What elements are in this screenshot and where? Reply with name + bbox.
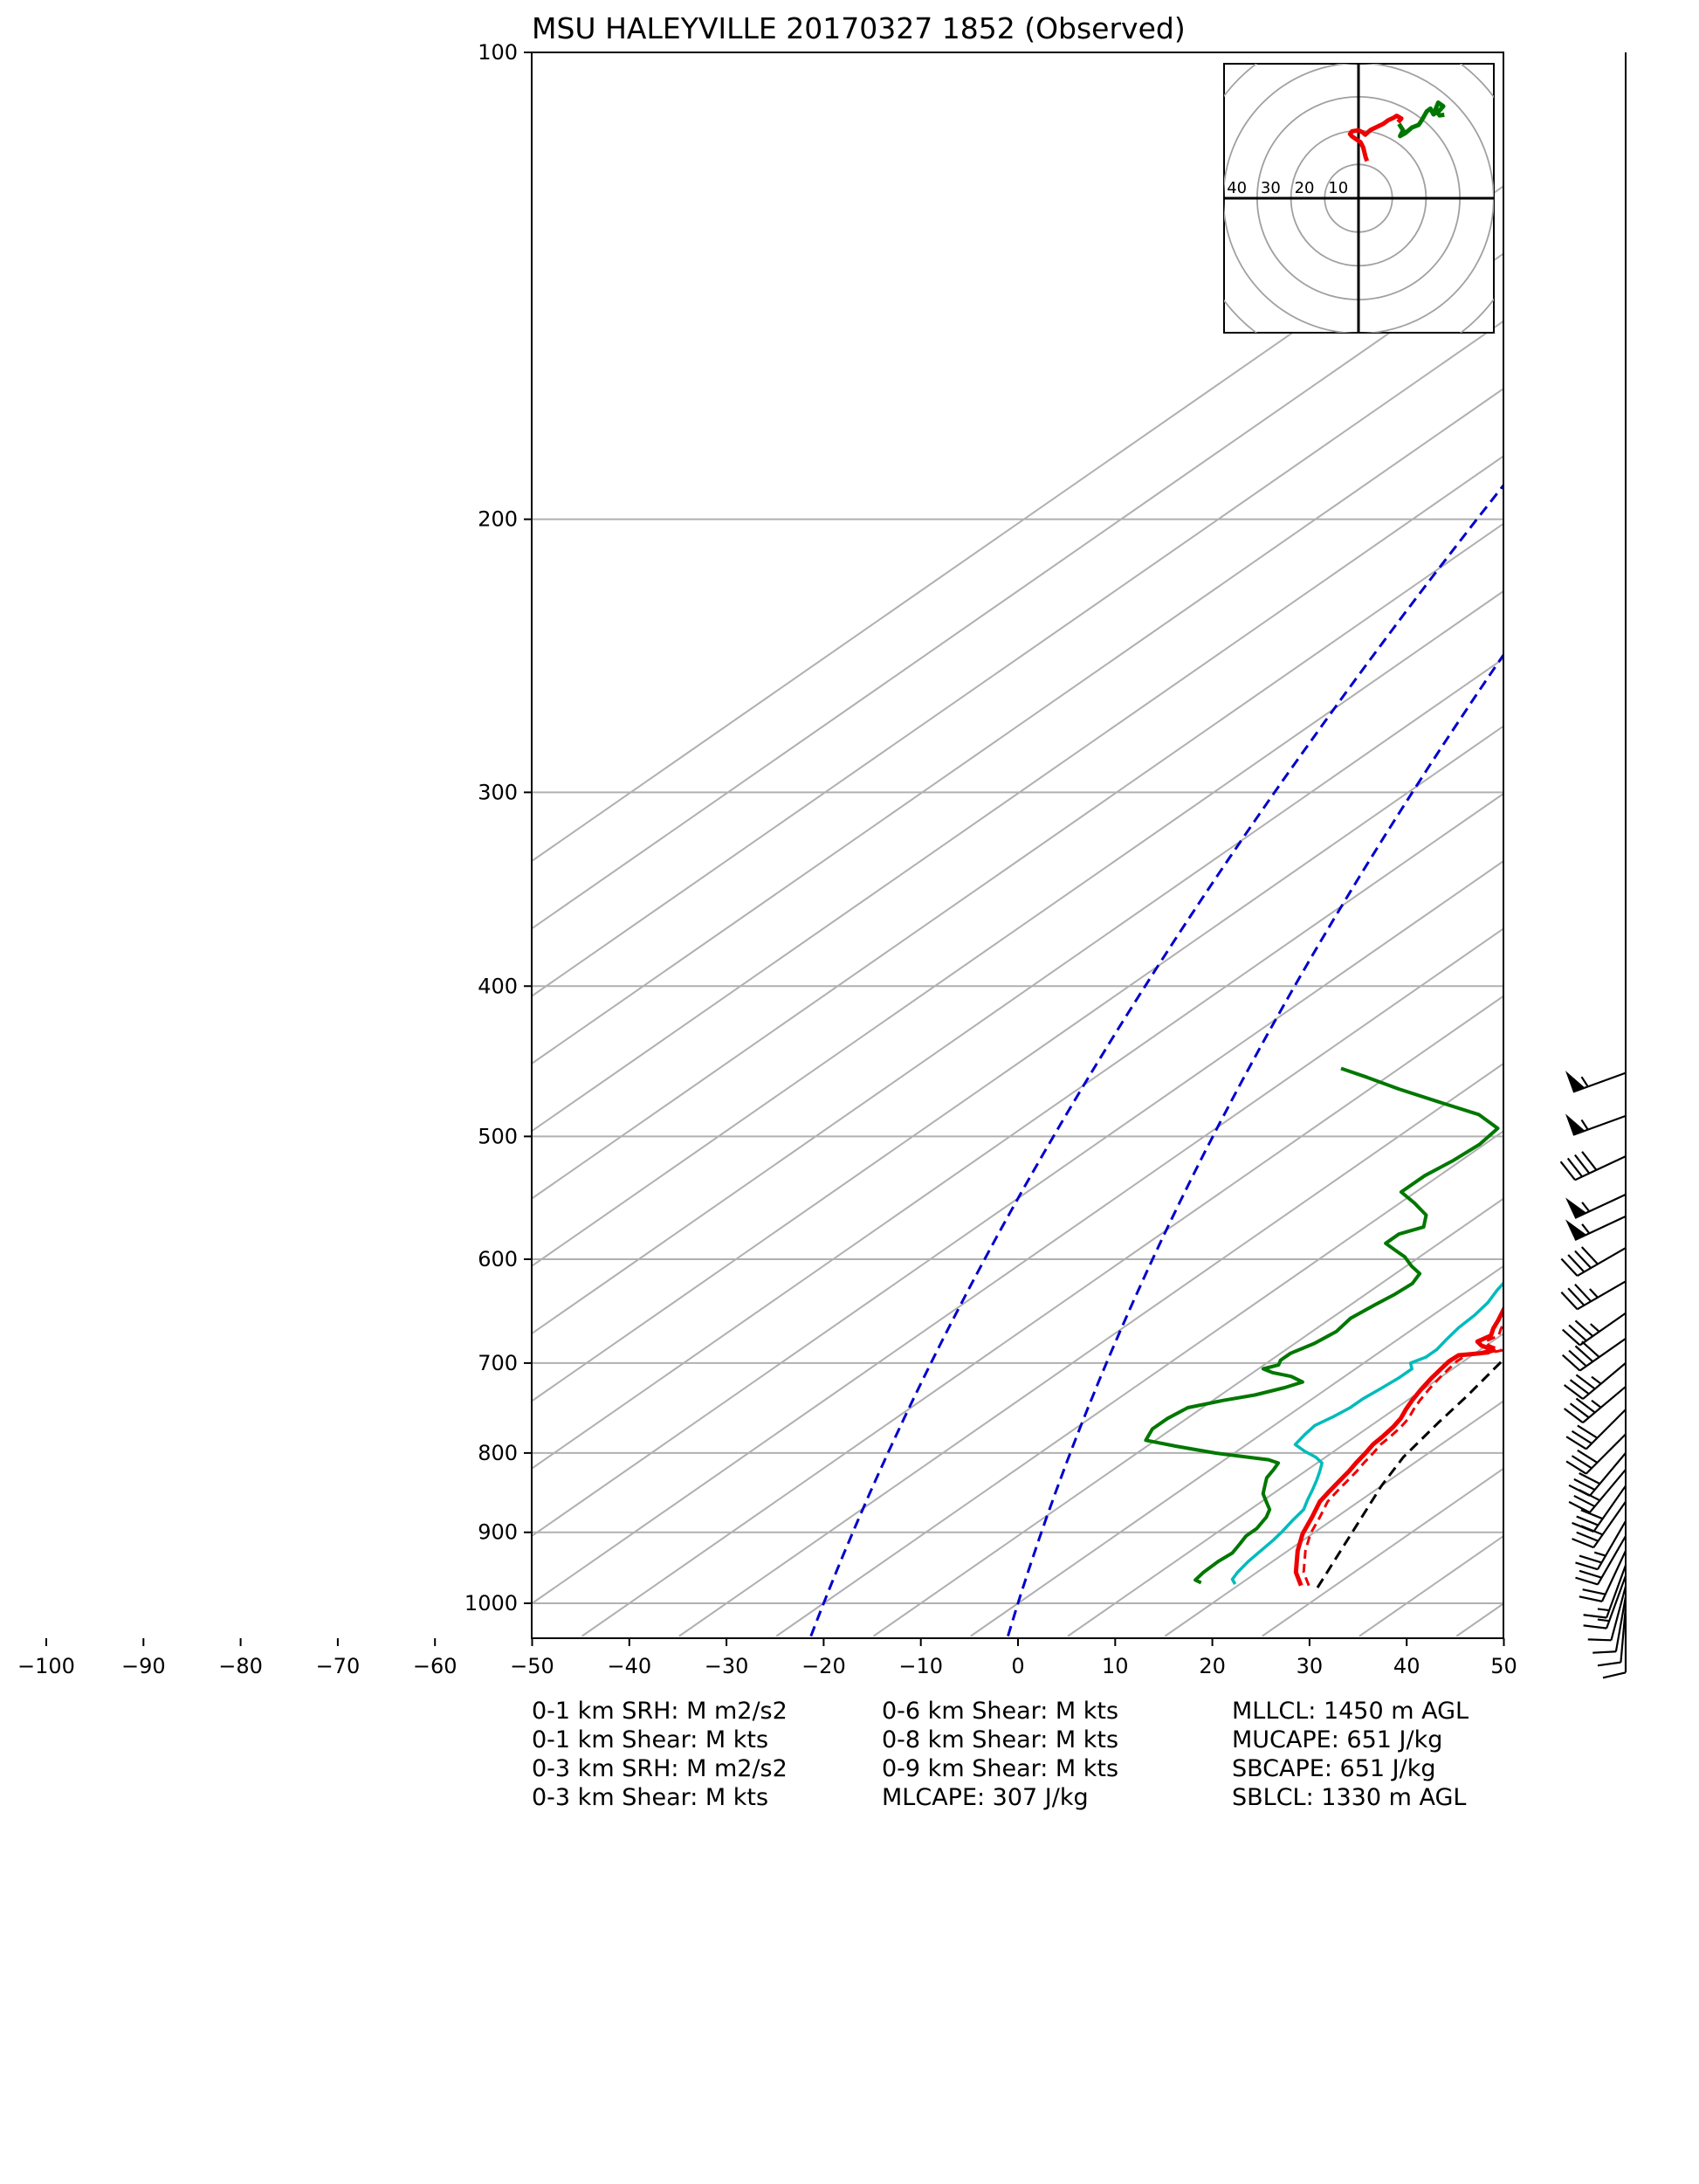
wind-barb: [1564, 1386, 1627, 1423]
isotherm-gridline: [532, 455, 1503, 1133]
x-tick-label: 40: [1393, 1654, 1420, 1678]
hodograph-ring-label: 20: [1295, 179, 1315, 197]
isotherm-gridline: [678, 1062, 1503, 1637]
y-tick-label: 900: [478, 1520, 518, 1545]
isotherm-gridline: [1067, 1332, 1503, 1637]
stat-srh-3km: 0-3 km SRH: M m2/s2: [532, 1755, 788, 1782]
isotherm-gridline: [532, 658, 1503, 1335]
wind-barb: [1602, 1616, 1627, 1679]
x-tick-label: −90: [121, 1654, 166, 1678]
wetbulb-profile-line: [1230, 1280, 1503, 1585]
y-tick-label: 500: [478, 1124, 518, 1148]
isotherm-gridline: [532, 792, 1503, 1470]
parcel-profile-line: [1316, 1357, 1503, 1588]
hodograph-ring-label: 50: [1193, 179, 1214, 197]
x-tick-label: 10: [1102, 1654, 1129, 1678]
y-tick-label: 700: [478, 1351, 518, 1375]
isotherm-gridline: [872, 1197, 1503, 1637]
wind-barb: [1565, 1409, 1627, 1450]
x-tick-label: −80: [218, 1654, 263, 1678]
x-tick-label: −40: [607, 1654, 651, 1678]
x-tick-label: −70: [316, 1654, 361, 1678]
wind-barb: [1560, 1280, 1627, 1311]
y-tick-label: 100: [478, 40, 518, 65]
wind-barb: [1579, 1550, 1627, 1602]
chart-title: MSU HALEYVILLE 20170327 1852 (Observed): [532, 11, 1186, 45]
isotherm-gridline: [532, 927, 1503, 1605]
y-tick-label: 300: [478, 780, 518, 804]
isotherm-gridline: [532, 387, 1503, 1065]
hodograph-ring-label: 10: [1328, 179, 1348, 197]
isotherm-gridline: [532, 320, 1503, 997]
hodograph-lower-trace: [1347, 114, 1404, 162]
stat-sblcl: SBLCL: 1330 m AGL: [1232, 1784, 1466, 1811]
wind-barb: [1564, 1362, 1627, 1400]
x-tick-label: 50: [1490, 1654, 1517, 1678]
wind-barb: [1562, 1312, 1627, 1347]
stat-shear-3km: 0-3 km Shear: M kts: [532, 1784, 768, 1811]
virtual-temperature-line: [1302, 1321, 1503, 1587]
hodograph-upper-trace: [1397, 100, 1446, 139]
stats-block: 0-1 km SRH: M m2/s2 0-1 km Shear: M kts …: [532, 1698, 1469, 1811]
isotherm-gridline: [532, 522, 1503, 1200]
hodograph-ring-label: 40: [1227, 179, 1247, 197]
stat-mllcl: MLLCL: 1450 m AGL: [1232, 1698, 1469, 1725]
wind-barb: [1597, 1606, 1627, 1667]
hodograph: 50 40 30 20 10: [1193, 64, 1494, 333]
dewpoint-profile-line: [1144, 1066, 1500, 1585]
dry-adiabat-line: [1007, 652, 1503, 1637]
isotherm-gridline: [532, 725, 1503, 1402]
x-tick-label: 0: [1011, 1654, 1024, 1678]
wind-barb: [1565, 1193, 1627, 1219]
isotherm-gridline: [532, 859, 1503, 1538]
isotherm-gridline: [970, 1264, 1503, 1637]
temperature-profile-line: [1293, 1305, 1503, 1587]
stat-shear-8km: 0-8 km Shear: M kts: [882, 1726, 1118, 1753]
stat-mucape: MUCAPE: 651 J/kg: [1232, 1726, 1442, 1753]
y-tick-label: 200: [478, 507, 518, 532]
isotherm-gridline: [532, 589, 1503, 1268]
wind-barb: [1568, 1469, 1627, 1513]
stat-mlcape: MLCAPE: 307 J/kg: [882, 1784, 1089, 1811]
wind-barb: [1583, 1575, 1627, 1629]
stat-shear-1km: 0-1 km Shear: M kts: [532, 1726, 768, 1753]
isotherm-gridline: [775, 1130, 1503, 1637]
x-tick-label: −30: [705, 1654, 749, 1678]
isotherm-gridline: [581, 995, 1503, 1637]
wind-barb: [1572, 1485, 1627, 1533]
y-tick-label: 600: [478, 1247, 518, 1271]
stat-srh-1km: 0-1 km SRH: M m2/s2: [532, 1698, 788, 1725]
wind-barb: [1565, 1433, 1627, 1475]
x-tick-label: 20: [1199, 1654, 1226, 1678]
wind-barb: [1562, 1337, 1627, 1372]
wind-barb: [1565, 1113, 1627, 1136]
wind-barb: [1565, 1071, 1627, 1093]
y-tick-label: 800: [478, 1441, 518, 1465]
wind-barb: [1559, 1151, 1627, 1182]
wind-barb: [1592, 1596, 1627, 1654]
x-tick-label: −10: [898, 1654, 943, 1678]
dry-adiabat-line: [809, 483, 1503, 1637]
x-tick-label: −50: [510, 1654, 554, 1678]
wind-barb: [1575, 1520, 1627, 1571]
wind-barb: [1565, 1215, 1627, 1241]
x-tick-label: 30: [1297, 1654, 1324, 1678]
stat-shear-6km: 0-6 km Shear: M kts: [882, 1698, 1118, 1725]
wind-barb: [1560, 1246, 1627, 1277]
y-tick-label: 1000: [464, 1591, 518, 1616]
x-tick-label: −60: [413, 1654, 457, 1678]
hodograph-ring-label: 30: [1261, 179, 1281, 197]
y-tick-label: 400: [478, 974, 518, 998]
x-tick-label: −100: [17, 1654, 75, 1678]
stat-sbcape: SBCAPE: 651 J/kg: [1232, 1755, 1435, 1782]
wind-barb: [1572, 1501, 1627, 1549]
wind-barb: [1587, 1586, 1627, 1642]
wind-barb: [1583, 1564, 1627, 1619]
stat-shear-9km: 0-9 km Shear: M kts: [882, 1755, 1118, 1782]
x-tick-label: −20: [801, 1654, 846, 1678]
wind-barb: [1575, 1535, 1627, 1586]
